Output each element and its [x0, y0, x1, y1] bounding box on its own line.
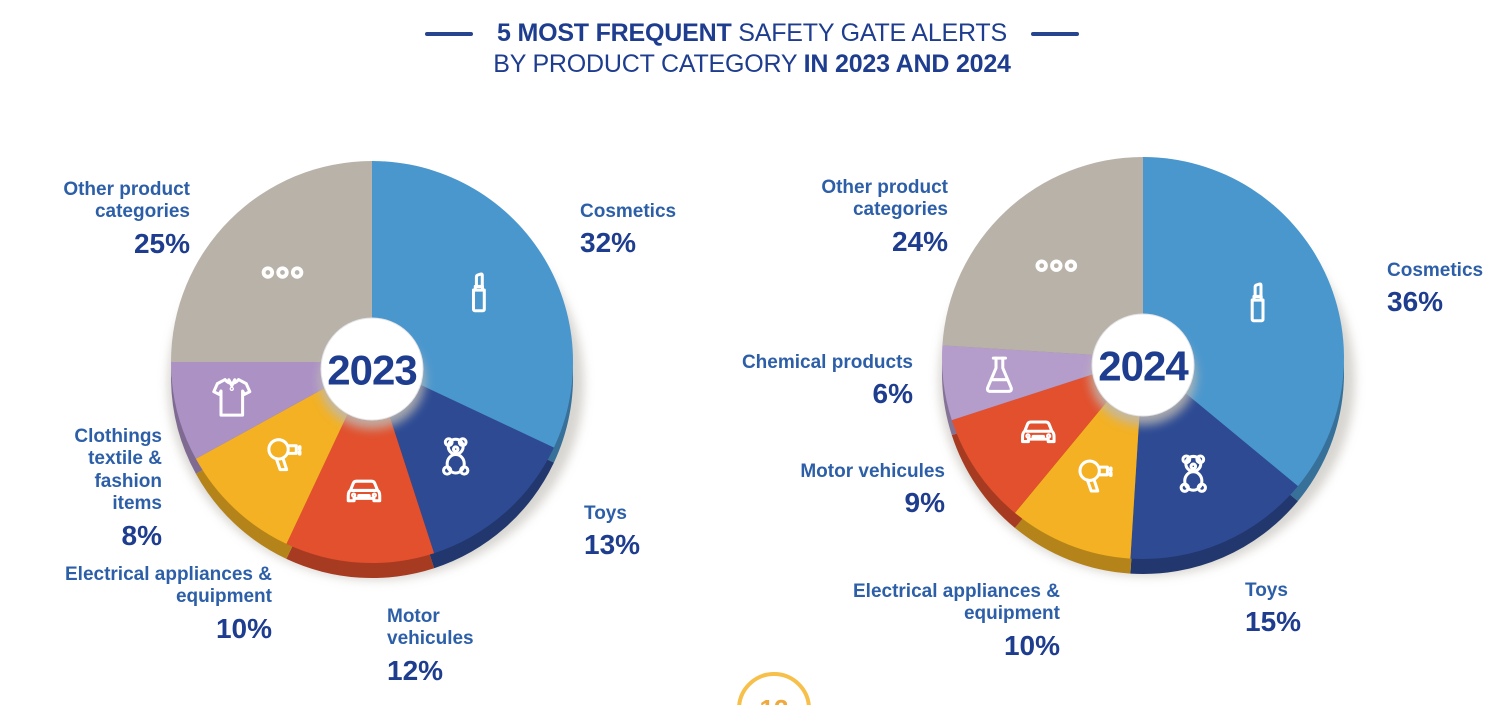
label-cosmetics-2024: Cosmetics 36%	[1387, 260, 1483, 319]
pie-slice-electrical-appliances-equipment-2023	[195, 362, 372, 544]
pie-slice-motor-vehicules-2023	[286, 362, 435, 564]
year-label-2023: 2023	[327, 347, 416, 394]
label-electrical-appliances-2023: Electrical appliances & equipment 10%	[40, 564, 272, 645]
label-pct: 12%	[387, 654, 444, 686]
label-toys-2024: Toys 15%	[1245, 580, 1301, 639]
label-text: Cosmetics	[580, 201, 677, 222]
label-pct: 25%	[133, 227, 190, 259]
label-text: Chemical products	[741, 352, 913, 373]
label-text: Other product categories	[821, 177, 948, 221]
label-text: Motor vehicules	[387, 606, 474, 650]
label-pct: 10%	[1003, 629, 1060, 661]
title-line-2-prefix: BY PRODUCT CATEGORY	[493, 50, 804, 78]
label-pct: 13%	[584, 529, 641, 561]
label-pct: 6%	[872, 378, 913, 410]
title-line-2: BY PRODUCT CATEGORY IN 2023 AND 2024	[0, 49, 1504, 80]
label-text: Toys	[584, 503, 627, 524]
label-text: Toys	[1245, 580, 1288, 601]
title-line-1: 5 MOST FREQUENT SAFETY GATE ALERTS	[497, 18, 1007, 49]
pie-slice-other-product-categories-2024	[942, 157, 1143, 358]
label-text: Electrical appliances & equipment	[65, 564, 272, 608]
title-dash-right-icon	[1030, 31, 1079, 36]
title-line-2-bold: IN 2023 AND 2024	[803, 50, 1011, 78]
label-text: Electrical appliances & equipment	[853, 581, 1060, 625]
pie-slice-cosmetics-2024	[1143, 157, 1345, 487]
year-label-2024: 2024	[1098, 343, 1189, 390]
pie-center-2023: 2023	[319, 317, 425, 429]
label-text: Other product categories	[63, 179, 190, 223]
label-pct: 10%	[215, 612, 272, 644]
page-number-badge: 12	[737, 672, 811, 705]
title-dash-left-icon	[425, 31, 473, 36]
label-other-product-categories-2023: Other product categories 25%	[25, 179, 190, 260]
label-motor-vehicules-2023: Motor vehicules 12%	[387, 606, 502, 687]
label-toys-2023: Toys 13%	[584, 503, 640, 562]
pie-chart-2024: 2024	[939, 157, 1355, 576]
title-line-1-rest: SAFETY GATE ALERTS	[731, 19, 1007, 47]
label-pct: 36%	[1387, 286, 1444, 318]
label-cosmetics-2023: Cosmetics 32%	[580, 201, 676, 260]
label-motor-vehicules-2024: Motor vehicules 9%	[765, 461, 945, 520]
page-number: 12	[760, 694, 789, 705]
label-pct: 8%	[121, 519, 162, 551]
label-other-product-categories-2024: Other product categories 24%	[788, 177, 948, 258]
label-text: Motor vehicules	[800, 461, 945, 482]
label-text: Clothings textile & fashion items	[74, 426, 162, 515]
label-clothings-textile-2023: Clothings textile & fashion items 8%	[40, 426, 162, 552]
label-pct: 15%	[1245, 606, 1302, 638]
label-pct: 24%	[891, 225, 948, 257]
label-text: Cosmetics	[1387, 260, 1484, 281]
chart-title: 5 MOST FREQUENT SAFETY GATE ALERTS BY PR…	[0, 18, 1504, 80]
pie-chart-2023: 2023	[168, 161, 584, 580]
label-chemical-products-2024: Chemical products 6%	[713, 352, 913, 411]
pie-center-2024: 2024	[1090, 313, 1196, 425]
label-electrical-appliances-2024: Electrical appliances & equipment 10%	[828, 581, 1060, 662]
label-pct: 9%	[904, 487, 945, 519]
title-line-1-bold: 5 MOST FREQUENT	[497, 19, 732, 47]
label-pct: 32%	[580, 227, 637, 259]
pie-slice-other-product-categories-2023	[171, 161, 372, 362]
